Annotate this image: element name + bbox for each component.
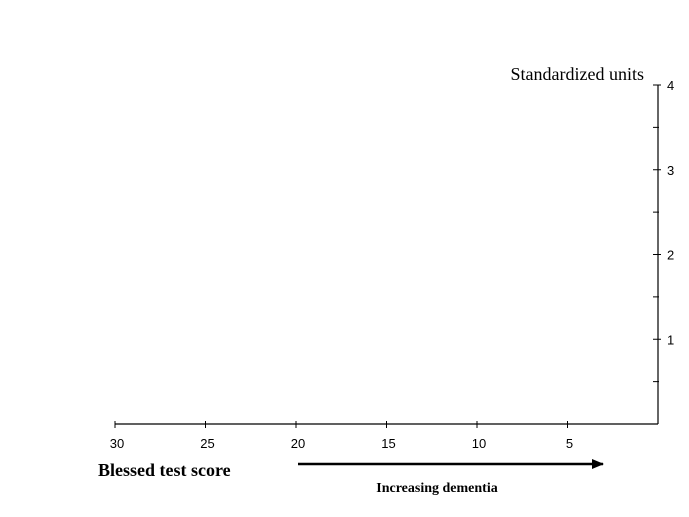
y-tick-label: 2 (667, 248, 674, 263)
x-tick-label: 10 (472, 436, 486, 451)
x-tick-label: 5 (566, 436, 573, 451)
y-ticks: 1 2 3 4 (653, 78, 674, 383)
x-ticks: 30 25 20 15 10 5 (110, 421, 573, 451)
increasing-dementia-label: Increasing dementia (376, 481, 497, 496)
y-tick-label: 4 (667, 78, 674, 93)
x-tick-label: 30 (110, 436, 124, 451)
x-tick-label: 25 (200, 436, 214, 451)
x-tick-label: 20 (291, 436, 305, 451)
y-tick-label: 3 (667, 163, 674, 178)
x-axis-label: Blessed test score (98, 460, 231, 480)
x-tick-label: 15 (381, 436, 395, 451)
y-axis-label: Standardized units (511, 64, 644, 84)
y-tick-label: 1 (667, 332, 674, 347)
